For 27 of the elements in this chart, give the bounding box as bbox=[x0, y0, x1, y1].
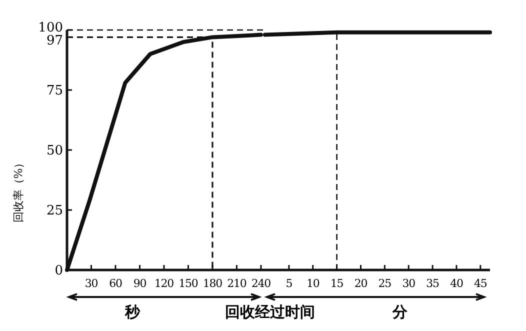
x-tick-label: 180 bbox=[202, 277, 223, 290]
y-tick-label: 50 bbox=[46, 144, 63, 158]
x-axis-title: 分 bbox=[392, 303, 408, 321]
x-tick-label: 20 bbox=[354, 277, 368, 290]
x-tick-label: 90 bbox=[133, 277, 147, 290]
x-tick-label: 240 bbox=[251, 277, 272, 290]
x-tick-label: 120 bbox=[154, 277, 174, 290]
x-tick-label: 10 bbox=[306, 277, 320, 290]
x-tick-label: 40 bbox=[450, 277, 464, 290]
x-tick-label: 30 bbox=[84, 277, 98, 290]
y-axis-title: 回收率（%） bbox=[12, 157, 25, 223]
y-tick-label: 0 bbox=[54, 264, 63, 278]
x-tick-label: 45 bbox=[474, 277, 488, 290]
y-tick-label: 75 bbox=[46, 84, 63, 98]
y-tick-label: 97 bbox=[46, 34, 63, 49]
x-tick-label: 210 bbox=[227, 277, 247, 290]
x-tick-label: 150 bbox=[178, 277, 198, 290]
x-tick-label: 15 bbox=[330, 277, 344, 290]
x-tick-label: 60 bbox=[109, 277, 122, 290]
x-tick-label: 25 bbox=[378, 277, 392, 290]
x-axis-title: 秒 bbox=[124, 303, 141, 321]
y-tick-label: 100 bbox=[38, 20, 63, 36]
x-tick-label: 5 bbox=[286, 277, 293, 290]
x-tick-label: 35 bbox=[426, 277, 440, 290]
text: 回收经过时间 bbox=[225, 303, 315, 321]
x-tick-label: 30 bbox=[402, 277, 416, 290]
y-tick-label: 25 bbox=[46, 204, 63, 218]
